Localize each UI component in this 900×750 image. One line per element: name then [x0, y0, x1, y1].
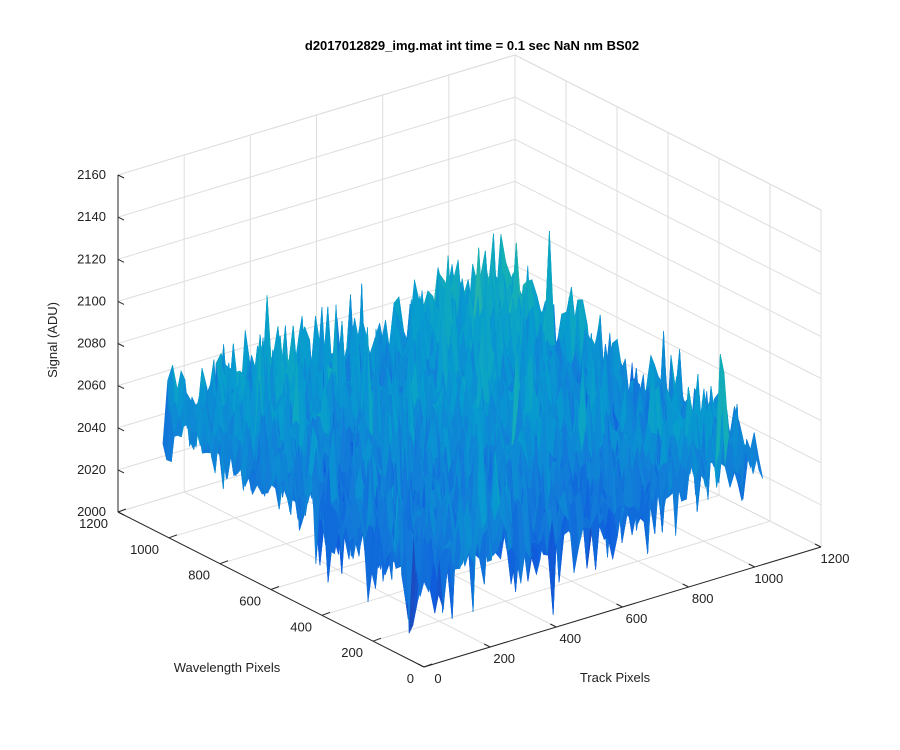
x-tick-label: 1000 [754, 571, 783, 586]
x-tick-mark [748, 563, 756, 568]
x-tick-label: 200 [493, 651, 515, 666]
x-tick-label: 600 [626, 611, 648, 626]
y-tick-label: 800 [188, 568, 210, 583]
box-edge [514, 54, 822, 211]
side-wall-gridline-z [514, 265, 822, 422]
y-tick-mark [372, 637, 382, 642]
y-tick-mark [219, 560, 229, 565]
y-tick-mark [117, 508, 127, 513]
surface-mesh [162, 230, 764, 634]
x-tick-mark [550, 623, 557, 628]
z-tick-mark [117, 427, 125, 432]
z-tick-label: 2000 [77, 504, 106, 519]
z-tick-mark [117, 216, 125, 221]
side-wall-gridline-z [514, 96, 822, 253]
y-tick-mark [423, 663, 433, 668]
y-tick-label: 0 [407, 671, 414, 686]
x-tick-mark [417, 663, 425, 668]
side-wall-gridline-z [514, 223, 822, 379]
x-tick-mark [682, 583, 689, 588]
y-tick-label: 600 [239, 594, 261, 609]
y-tick-mark [270, 586, 280, 590]
z-tick-mark [117, 469, 125, 474]
y-tick-label: 200 [341, 645, 363, 660]
y-tick-mark [321, 611, 331, 616]
z-tick-mark [117, 385, 125, 390]
y-tick-label: 400 [290, 619, 312, 634]
z-tick-label: 2020 [77, 462, 106, 477]
x-tick-mark [483, 643, 491, 648]
y-tick-mark [168, 534, 178, 539]
z-tick-label: 2040 [77, 420, 106, 435]
x-tick-mark [616, 603, 623, 608]
x-tick-label: 0 [434, 671, 441, 686]
back-wall-gridline-z [117, 180, 516, 302]
z-tick-mark [117, 174, 125, 179]
z-tick-mark [117, 300, 125, 305]
z-tick-mark [117, 343, 125, 347]
side-wall-gridline-z [514, 138, 822, 295]
z-tick-mark [117, 258, 125, 263]
x-tick-label: 800 [692, 591, 714, 606]
back-wall-gridline-z [117, 96, 516, 218]
back-wall-gridline-z [117, 223, 516, 344]
y-tick-label: 1000 [130, 542, 159, 557]
floor-gridline-y [372, 520, 771, 642]
side-wall-gridline-z [514, 180, 822, 337]
x-tick-label: 400 [559, 631, 581, 646]
back-wall-gridline-z [117, 138, 516, 260]
x-tick-mark [814, 543, 822, 548]
x-tick-label: 1200 [821, 551, 850, 566]
box-edge [117, 54, 516, 176]
z-tick-mark [117, 511, 125, 516]
